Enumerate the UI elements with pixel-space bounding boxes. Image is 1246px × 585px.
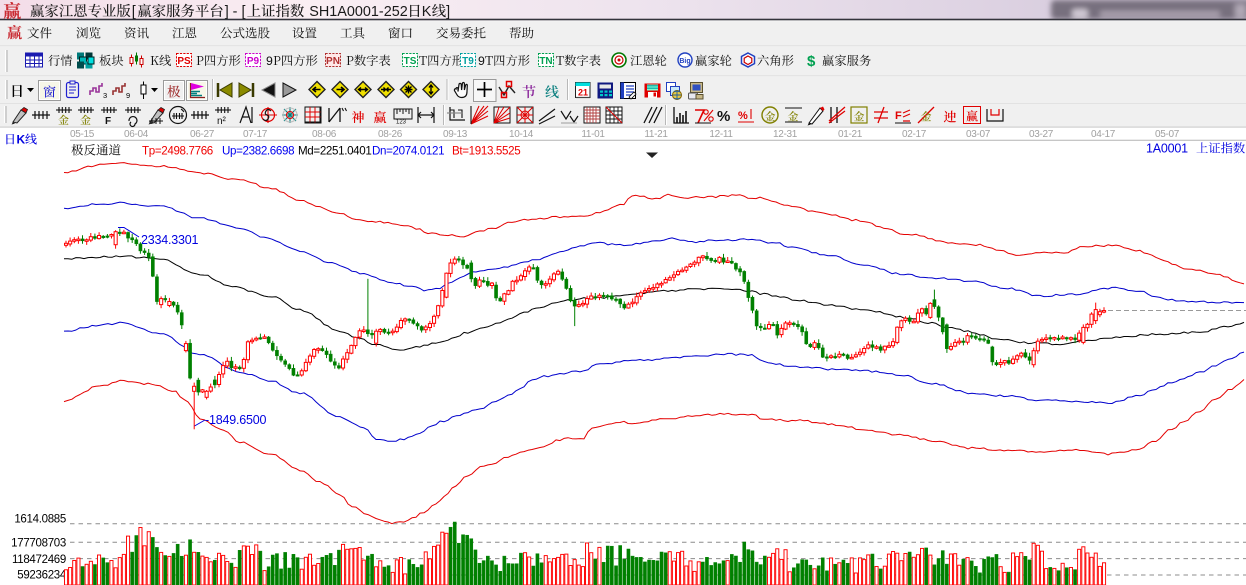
- svg-text:21: 21: [578, 88, 588, 98]
- svg-text:1614.0885: 1614.0885: [14, 514, 66, 526]
- svg-text:12-31: 12-31: [773, 129, 798, 140]
- svg-text:PS: PS: [177, 56, 191, 67]
- svg-text:03-27: 03-27: [1029, 129, 1054, 140]
- svg-text:2334.3301: 2334.3301: [141, 233, 199, 247]
- svg-text:%: %: [738, 110, 748, 122]
- svg-text:Dn=2074.0121: Dn=2074.0121: [372, 145, 444, 158]
- svg-text:06-27: 06-27: [190, 129, 215, 140]
- svg-text:] - [: ] - [: [225, 4, 246, 20]
- svg-text:59236234: 59236234: [17, 570, 67, 582]
- svg-text:05-15: 05-15: [70, 129, 95, 140]
- svg-text:F: F: [895, 110, 902, 122]
- svg-text:T9: T9: [462, 56, 474, 67]
- svg-text:3: 3: [103, 91, 107, 100]
- svg-text:118472469: 118472469: [12, 554, 66, 566]
- svg-text:07-17: 07-17: [243, 129, 268, 140]
- svg-text:9: 9: [266, 54, 273, 68]
- svg-text:123: 123: [396, 120, 407, 126]
- svg-text:TS: TS: [404, 56, 417, 67]
- svg-text:F: F: [105, 116, 111, 127]
- svg-text:04-17: 04-17: [1091, 129, 1116, 140]
- svg-text:$: $: [807, 53, 816, 70]
- svg-text:]: ]: [446, 4, 450, 20]
- svg-text:K: K: [422, 4, 432, 20]
- svg-text:05-07: 05-07: [1155, 129, 1180, 140]
- svg-text:177708703: 177708703: [11, 538, 66, 550]
- svg-text:[: [: [132, 4, 136, 20]
- svg-text:03-07: 03-07: [966, 129, 991, 140]
- svg-text:%: %: [717, 108, 730, 125]
- svg-text:10-14: 10-14: [509, 129, 534, 140]
- svg-text:1A0001: 1A0001: [1146, 142, 1188, 156]
- svg-text:K: K: [17, 133, 26, 147]
- svg-text:PN: PN: [326, 56, 340, 67]
- svg-text:12-11: 12-11: [709, 129, 733, 140]
- svg-text:Md=2251.0401: Md=2251.0401: [298, 145, 371, 158]
- svg-text:TN: TN: [539, 56, 552, 67]
- svg-text:02-17: 02-17: [902, 129, 927, 140]
- svg-text:06-04: 06-04: [124, 129, 149, 140]
- svg-text:Bt=1913.5525: Bt=1913.5525: [452, 145, 520, 158]
- svg-text:9: 9: [478, 54, 485, 68]
- svg-text:11-01: 11-01: [581, 129, 605, 140]
- svg-text:Up=2382.6698: Up=2382.6698: [222, 145, 294, 158]
- svg-text:Tp=2498.7766: Tp=2498.7766: [142, 145, 213, 158]
- svg-text:08-06: 08-06: [312, 129, 337, 140]
- svg-text:P9: P9: [247, 56, 260, 67]
- svg-text:Big: Big: [679, 58, 690, 65]
- svg-text:9: 9: [126, 91, 130, 100]
- svg-text:08-26: 08-26: [378, 129, 403, 140]
- svg-text:11-21: 11-21: [644, 129, 668, 140]
- svg-text:01-21: 01-21: [838, 129, 863, 140]
- svg-text:n²: n²: [217, 116, 227, 127]
- svg-text:SH1A0001-252: SH1A0001-252: [305, 4, 407, 20]
- svg-text:09-13: 09-13: [443, 129, 468, 140]
- svg-text:-1849.6500: -1849.6500: [205, 413, 266, 427]
